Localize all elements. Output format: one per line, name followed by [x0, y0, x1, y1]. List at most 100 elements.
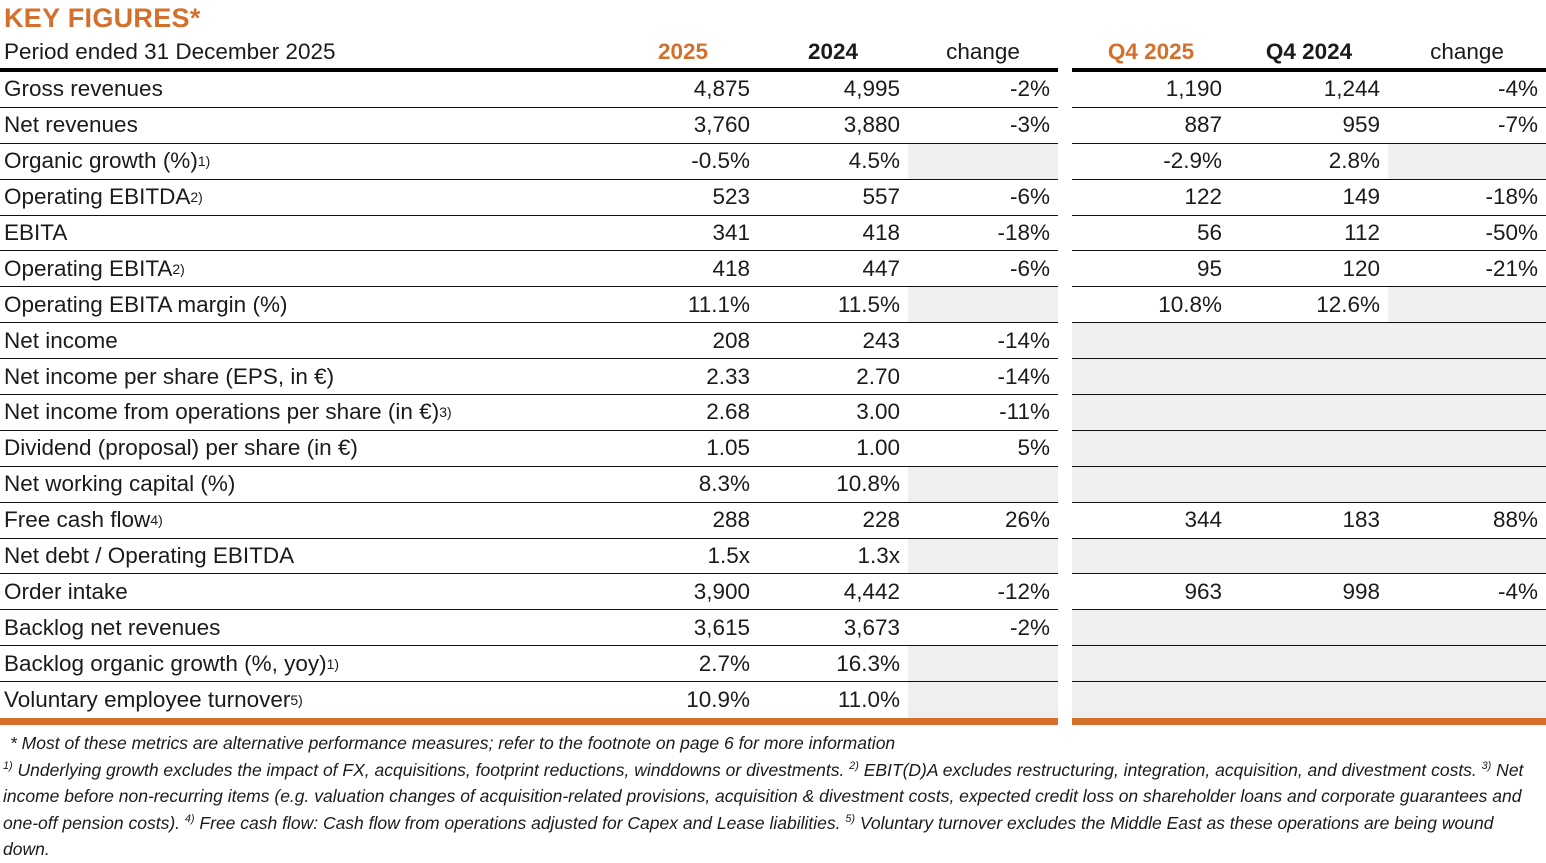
value-cell: 26%: [908, 503, 1058, 539]
value-cell: -18%: [1388, 180, 1546, 216]
value-cell: 56: [1072, 216, 1230, 252]
value-cell: 12.6%: [1230, 287, 1388, 324]
column-gap: [1058, 682, 1072, 719]
bottom-rule-right: [1072, 718, 1546, 726]
value-cell: 2.7%: [608, 646, 758, 683]
row-label: Operating EBITA margin (%): [0, 287, 608, 324]
footnote-paragraph: 1) Underlying growth excludes the impact…: [3, 759, 1524, 860]
empty-cell: [1388, 610, 1546, 647]
empty-cell: [1072, 359, 1230, 396]
empty-cell: [1230, 646, 1388, 683]
row-label: Backlog net revenues: [0, 610, 608, 647]
column-gap: [1058, 215, 1072, 252]
column-gap: [1058, 287, 1072, 324]
value-cell: 288: [608, 503, 758, 539]
value-cell: 418: [758, 216, 908, 252]
column-gap: [1058, 359, 1072, 396]
value-cell: 11.1%: [608, 287, 758, 324]
row-label: Operating EBITDA 2): [0, 180, 608, 216]
column-gap: [1058, 610, 1072, 647]
column-gap: [1058, 646, 1072, 683]
value-cell: -6%: [908, 180, 1058, 216]
key-figures-table: Period ended 31 December 2025 2025 2024 …: [0, 36, 1546, 719]
empty-cell: [908, 466, 1058, 503]
row-label: Dividend (proposal) per share (in €): [0, 431, 608, 467]
value-cell: 112: [1230, 216, 1388, 252]
row-label: Gross revenues: [0, 72, 608, 108]
value-cell: 10.9%: [686, 687, 750, 713]
value-cell: 11.0%: [837, 687, 900, 713]
value-cell: 3,615: [608, 610, 758, 647]
value-cell: 998: [1230, 574, 1388, 611]
row-label: Free cash flow 4): [0, 503, 608, 539]
row-label: Net income from operations per share (in…: [0, 395, 608, 431]
value-cell: 5%: [908, 431, 1058, 467]
column-gap: [1058, 538, 1072, 575]
row-label: Backlog organic growth (%, yoy) 1): [0, 646, 608, 683]
empty-cell: [1072, 466, 1230, 503]
value-cell: -3%: [908, 108, 1058, 144]
value-cell: -11%: [908, 395, 1058, 431]
empty-cell: [908, 287, 1058, 324]
footnote-star: * Most of these metrics are alternative …: [10, 733, 896, 754]
value-cell: 1.00: [758, 431, 908, 467]
value-cell: 557: [758, 180, 908, 216]
empty-cell: [1230, 430, 1388, 467]
value-cell: 963: [1072, 574, 1230, 611]
value-cell: 4,875: [608, 72, 758, 108]
value-cell: -50%: [1388, 216, 1546, 252]
row-label: Net revenues: [0, 108, 608, 144]
column-gap: [1058, 251, 1072, 288]
value-cell: 1.05: [608, 431, 758, 467]
value-cell: 4,442: [758, 574, 908, 611]
value-cell: 88%: [1388, 503, 1546, 539]
value-cell: -6%: [908, 251, 1058, 288]
bottom-rule-left: [0, 718, 1058, 726]
row-label: Voluntary employee turnover 5): [4, 687, 303, 713]
value-cell: 120: [1230, 251, 1388, 288]
value-cell: 2.68: [608, 395, 758, 431]
empty-cell: [1230, 682, 1388, 719]
value-cell: 10.8%: [1072, 287, 1230, 324]
empty-cell: [908, 538, 1058, 575]
value-cell: -2.9%: [1072, 144, 1230, 180]
page-title: KEY FIGURES*: [4, 3, 201, 33]
col-header-2025: 2025: [608, 36, 758, 72]
value-cell: 1,190: [1072, 72, 1230, 108]
value-cell: -4%: [1388, 574, 1546, 611]
value-cell: -21%: [1388, 251, 1546, 288]
empty-cell: [1072, 395, 1230, 431]
empty-cell: [1388, 430, 1546, 467]
empty-cell: [1072, 323, 1230, 360]
value-cell: 523: [608, 180, 758, 216]
column-gap: [1058, 466, 1072, 503]
value-cell: -7%: [1388, 108, 1546, 144]
value-cell: 3,900: [608, 574, 758, 611]
column-gap: [1058, 574, 1072, 611]
column-gap: [1058, 430, 1072, 467]
value-cell: 3,880: [758, 108, 908, 144]
value-cell: 10.8%: [758, 467, 908, 503]
value-cell: 4.5%: [758, 144, 908, 180]
row-label: Net debt / Operating EBITDA: [0, 539, 608, 575]
empty-cell: [1388, 287, 1546, 324]
empty-cell: [1230, 610, 1388, 647]
col-header-q4-2024: Q4 2024: [1230, 36, 1388, 72]
value-cell: 2.70: [758, 359, 908, 396]
value-cell: 122: [1072, 180, 1230, 216]
row-label: Operating EBITA 2): [0, 251, 608, 288]
value-cell: -14%: [908, 359, 1058, 396]
value-cell: 228: [758, 503, 908, 539]
empty-cell: [908, 143, 1058, 180]
value-cell: 3.00: [758, 395, 908, 431]
empty-cell: [1072, 646, 1230, 683]
empty-cell: [1072, 610, 1230, 647]
empty-cell: [1230, 323, 1388, 360]
value-cell: 1.5x: [608, 539, 758, 575]
empty-cell: [1072, 682, 1230, 719]
value-cell: 95: [1072, 251, 1230, 288]
value-cell: 183: [1230, 503, 1388, 539]
value-cell: -4%: [1388, 72, 1546, 108]
empty-cell: [1388, 395, 1546, 431]
